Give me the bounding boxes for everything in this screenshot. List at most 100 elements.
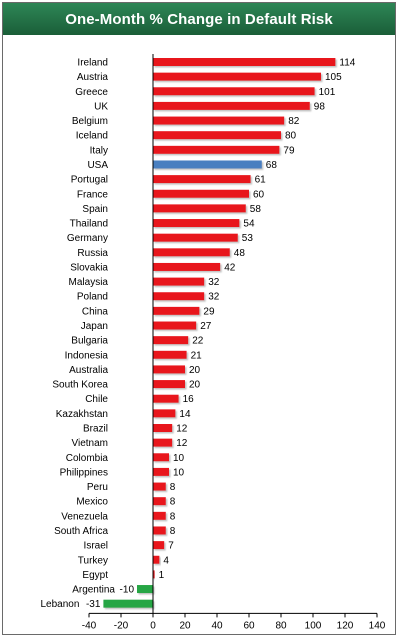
category-label: Thailand	[70, 219, 108, 230]
bar-uk	[153, 101, 310, 110]
category-label: Peru	[87, 482, 108, 493]
bar-australia	[153, 365, 185, 374]
value-label: 82	[288, 116, 300, 127]
value-label: 61	[255, 175, 267, 186]
value-label: 22	[192, 336, 204, 347]
category-label: Argentina	[72, 585, 115, 596]
bar-poland	[153, 292, 205, 301]
category-label: Chile	[85, 394, 108, 405]
category-label: Austria	[77, 72, 109, 83]
category-label: Brazil	[83, 424, 108, 435]
value-label: 8	[170, 526, 176, 537]
bar-slovakia	[153, 262, 221, 271]
category-label: USA	[87, 160, 108, 171]
bar-philippines	[153, 467, 169, 476]
bar-kazakhstan	[153, 409, 176, 418]
value-label: 32	[208, 292, 220, 303]
bar-spain	[153, 204, 246, 213]
value-label: 1	[159, 570, 165, 581]
chart-title: One-Month % Change in Default Risk	[3, 3, 395, 35]
bar-japan	[153, 321, 197, 330]
bar-argentina	[137, 585, 153, 594]
category-label: China	[82, 306, 109, 317]
category-label: Portugal	[71, 175, 108, 186]
value-label: 8	[170, 511, 176, 522]
bar-egypt	[153, 570, 155, 579]
bar-belgium	[153, 116, 285, 125]
bar-south-africa	[153, 526, 166, 535]
bar-mexico	[153, 497, 166, 506]
bar-usa	[153, 160, 262, 169]
bar-peru	[153, 482, 166, 491]
value-label: 42	[224, 262, 236, 273]
category-label: France	[77, 189, 109, 200]
bar-venezuela	[153, 511, 166, 520]
x-tick-label: 80	[275, 620, 287, 631]
value-label: 16	[183, 394, 195, 405]
bar-italy	[153, 145, 280, 154]
category-label: Belgium	[72, 116, 108, 127]
x-tick-label: 120	[337, 620, 354, 631]
category-label: Vietnam	[71, 438, 108, 449]
value-label: 48	[234, 248, 246, 259]
category-label: Japan	[81, 321, 108, 332]
category-label: Ireland	[77, 58, 108, 69]
value-label: 60	[253, 189, 265, 200]
value-label: 7	[168, 541, 174, 552]
value-label: 68	[266, 160, 278, 171]
category-label: Italy	[90, 145, 108, 156]
category-label: Germany	[67, 233, 108, 244]
category-label: Australia	[69, 365, 108, 376]
bar-iceland	[153, 131, 281, 140]
category-label: Kazakhstan	[56, 409, 108, 420]
bar-portugal	[153, 175, 251, 184]
value-label: 20	[189, 365, 201, 376]
x-tick-label: 40	[211, 620, 223, 631]
value-label: 20	[189, 380, 201, 391]
value-label: 53	[242, 233, 254, 244]
value-label: 8	[170, 497, 176, 508]
value-label: 101	[319, 87, 336, 98]
category-label: South Korea	[52, 380, 108, 391]
bar-greece	[153, 87, 315, 96]
category-label: Bulgaria	[71, 336, 108, 347]
category-label: Malaysia	[69, 277, 109, 288]
value-label: -10	[120, 585, 135, 596]
value-label: 58	[250, 204, 262, 215]
category-label: UK	[94, 101, 108, 112]
value-label: 98	[314, 101, 326, 112]
bar-indonesia	[153, 350, 187, 359]
x-tick-label: 20	[179, 620, 191, 631]
bar-chile	[153, 394, 179, 403]
x-tick-label: 140	[369, 620, 386, 631]
bar-china	[153, 306, 200, 315]
category-label: Egypt	[82, 570, 108, 581]
category-label: Spain	[82, 204, 108, 215]
value-label: 21	[191, 350, 203, 361]
category-label: Slovakia	[70, 262, 108, 273]
bar-bulgaria	[153, 336, 189, 345]
x-tick-label: -20	[114, 620, 129, 631]
value-label: 14	[179, 409, 191, 420]
category-label: South Africa	[54, 526, 108, 537]
bar-south-korea	[153, 380, 185, 389]
bar-malaysia	[153, 277, 205, 286]
category-label: Iceland	[76, 131, 108, 142]
value-label: 10	[173, 467, 185, 478]
category-label: Indonesia	[65, 350, 109, 361]
category-label: Israel	[84, 541, 108, 552]
value-label: 80	[285, 131, 297, 142]
value-label: 8	[170, 482, 176, 493]
bar-colombia	[153, 453, 169, 462]
bar-lebanon	[103, 599, 153, 608]
bar-france	[153, 189, 249, 198]
x-tick-label: 60	[243, 620, 255, 631]
x-tick-label: -40	[82, 620, 97, 631]
value-label: 79	[283, 145, 295, 156]
value-label: 12	[176, 438, 188, 449]
value-label: 29	[203, 306, 215, 317]
category-label: Turkey	[78, 555, 108, 566]
bar-thailand	[153, 219, 240, 228]
x-tick-label: 100	[305, 620, 322, 631]
value-label: 12	[176, 424, 188, 435]
